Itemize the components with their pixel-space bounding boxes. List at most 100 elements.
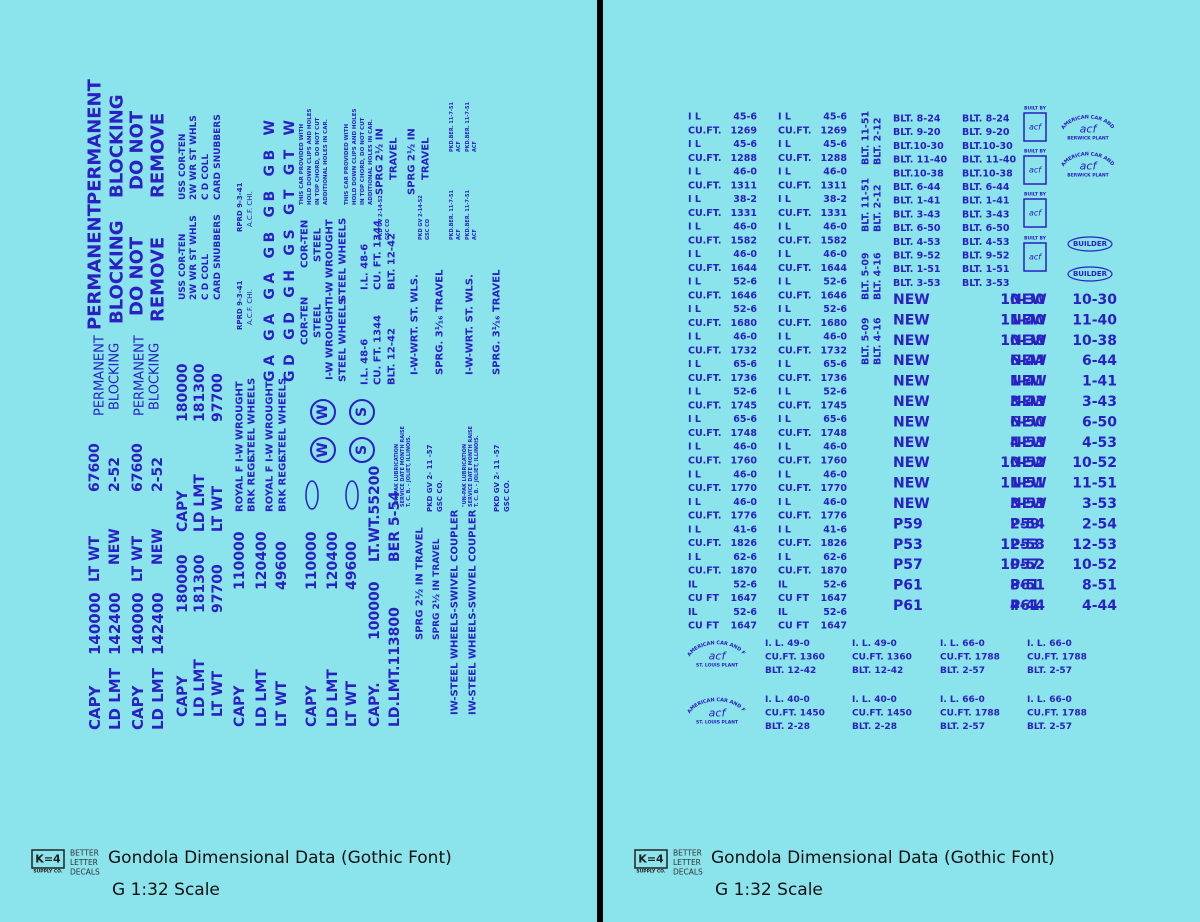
rotated-text: 100000 bbox=[367, 581, 383, 640]
rotated-text: T. C. B. - JOLIET, ILLINOIS. bbox=[406, 435, 412, 507]
built-date: BLT. 3-53 bbox=[893, 278, 940, 289]
rotated-text: COR-TEN bbox=[300, 220, 311, 268]
logo-caption: BUILT BY bbox=[1024, 236, 1047, 242]
rotated-text: 2W WR ST WHLS bbox=[189, 215, 199, 300]
row-label: I L bbox=[778, 112, 791, 123]
row-value: 41-6 bbox=[823, 524, 847, 535]
tagline: LETTER bbox=[70, 858, 98, 867]
built-date: BLT. 4-53 bbox=[893, 237, 940, 248]
row-value: 1644 bbox=[731, 263, 758, 274]
built-date: BLT. 8-24 bbox=[893, 114, 941, 125]
rotated-text: GSC CO bbox=[385, 219, 391, 240]
row-label: CU.FT. bbox=[778, 428, 811, 439]
rotated-text: BLT. 11-51 bbox=[861, 178, 872, 232]
rebuild-date: 12-53 bbox=[1000, 537, 1045, 553]
rotated-text: I-W-WRT. ST. WLS. bbox=[410, 274, 421, 375]
rotated-text: 120400 bbox=[254, 531, 270, 590]
row-label: I L bbox=[778, 387, 791, 398]
row-label: CU.FT. bbox=[778, 180, 811, 191]
row-label: I L bbox=[778, 497, 791, 508]
rebuild-date: 6-50 bbox=[1010, 414, 1045, 430]
row-value: 52-6 bbox=[733, 607, 757, 618]
row-value: 1736 bbox=[821, 373, 848, 384]
built-date: BLT.10-30 bbox=[962, 141, 1013, 152]
row-label: I L bbox=[688, 222, 701, 233]
wheel-badge bbox=[310, 437, 336, 463]
rotated-text: I-W-WRT. ST. WLS. bbox=[465, 274, 476, 375]
logo-mark: acf bbox=[709, 707, 728, 720]
rotated-text: SPRG 2½ IN bbox=[375, 128, 386, 195]
rebuild-code: NEW bbox=[893, 476, 930, 492]
rebuild-code: P57 bbox=[1010, 557, 1040, 573]
row-label: I L bbox=[778, 304, 791, 315]
rotated-text: LT.WT.55200 bbox=[367, 466, 383, 562]
rebuild-code: P57 bbox=[893, 557, 923, 573]
row-value: 1826 bbox=[821, 538, 848, 549]
row-label: I L bbox=[688, 249, 701, 260]
row-value: 52-6 bbox=[823, 304, 847, 315]
block-line: CU.FT. 1788 bbox=[1027, 653, 1087, 663]
row-value: 46-0 bbox=[733, 442, 757, 453]
brand-mark: K=4 bbox=[638, 853, 664, 866]
row-value: 1647 bbox=[731, 621, 757, 632]
rotated-text: PKD.BER. 11-7-51 bbox=[465, 102, 471, 152]
rebuild-code: NEW bbox=[1010, 312, 1047, 328]
rotated-text: 49600 bbox=[344, 541, 360, 590]
rotated-text: PKD.BER. 11-7-51 bbox=[449, 102, 455, 152]
rebuild-date: 11-40 bbox=[1072, 312, 1117, 328]
rotated-text: I-W WROUGHT bbox=[265, 381, 276, 462]
row-label: CU.FT. bbox=[778, 318, 811, 329]
rotated-text: SPRG 2½ IN TRAVEL bbox=[415, 527, 426, 640]
row-label: CU.FT. bbox=[778, 235, 811, 246]
rotated-text: LT WT bbox=[130, 536, 146, 582]
row-label: CU.FT. bbox=[688, 373, 721, 384]
rotated-text: 67600 bbox=[130, 443, 146, 492]
tagline: DECALS bbox=[70, 868, 100, 877]
tagline: DECALS bbox=[673, 868, 703, 877]
block-line: I. L. 49-0 bbox=[852, 639, 897, 649]
row-label: CU.FT. bbox=[778, 456, 811, 467]
rotated-text: BER 5-54 bbox=[387, 491, 403, 562]
logo-mark: acf bbox=[1080, 160, 1099, 173]
row-value: 46-0 bbox=[823, 442, 847, 453]
rotated-text: USS COR-TEN bbox=[178, 234, 188, 300]
rebuild-date: 3-53 bbox=[1010, 496, 1045, 512]
built-date: BLT. 3-43 bbox=[893, 209, 940, 220]
built-date: BLT. 11-40 bbox=[893, 155, 947, 166]
rotated-text: CAPY bbox=[86, 684, 104, 730]
row-value: 1269 bbox=[731, 125, 757, 136]
row-value: 1331 bbox=[731, 208, 757, 219]
built-date: BLT. 6-50 bbox=[893, 223, 941, 234]
rebuild-date: 1-41 bbox=[1082, 374, 1117, 390]
rotated-text: C D COLL bbox=[201, 254, 211, 300]
row-value: 52-6 bbox=[733, 277, 757, 288]
row-label: CU.FT. bbox=[688, 566, 721, 577]
rotated-text: BLT. 12-42 bbox=[387, 233, 398, 290]
rotated-text: DO NOT bbox=[127, 236, 148, 316]
logo-caption: BUILDER bbox=[1073, 240, 1108, 248]
rebuild-date: 10-38 bbox=[1072, 333, 1117, 349]
built-date: BLT. 6-44 bbox=[893, 182, 941, 193]
row-value: 1311 bbox=[821, 180, 847, 191]
built-date: BLT.10-38 bbox=[962, 168, 1013, 179]
rebuild-code: NEW bbox=[893, 435, 930, 451]
rebuild-date: 11-40 bbox=[1000, 312, 1045, 328]
row-value: 1776 bbox=[821, 511, 848, 522]
rotated-text: SERVICE DATE MONTH RAISE bbox=[400, 425, 406, 507]
row-value: 65-6 bbox=[733, 359, 757, 370]
rotated-text: PERMANENT bbox=[85, 78, 106, 205]
rotated-text: LD LMT bbox=[192, 659, 208, 717]
row-value: 1870 bbox=[731, 566, 758, 577]
block-line: I. L. 66-0 bbox=[940, 639, 985, 649]
row-label: CU.FT. bbox=[778, 208, 811, 219]
row-value: 1311 bbox=[731, 180, 757, 191]
rotated-text: STEEL WHEELS bbox=[338, 218, 349, 302]
built-date: BLT. 8-24 bbox=[962, 114, 1010, 125]
block-line: CU.FT. 1788 bbox=[940, 709, 1000, 719]
rebuild-code: P61 bbox=[893, 578, 923, 594]
rebuild-code: NEW bbox=[1010, 374, 1047, 390]
logo-shape bbox=[1023, 242, 1047, 272]
block-line: BLT. 2-28 bbox=[852, 722, 897, 732]
rotated-text: LD LMT bbox=[254, 669, 270, 727]
rotated-text: S bbox=[354, 445, 370, 455]
